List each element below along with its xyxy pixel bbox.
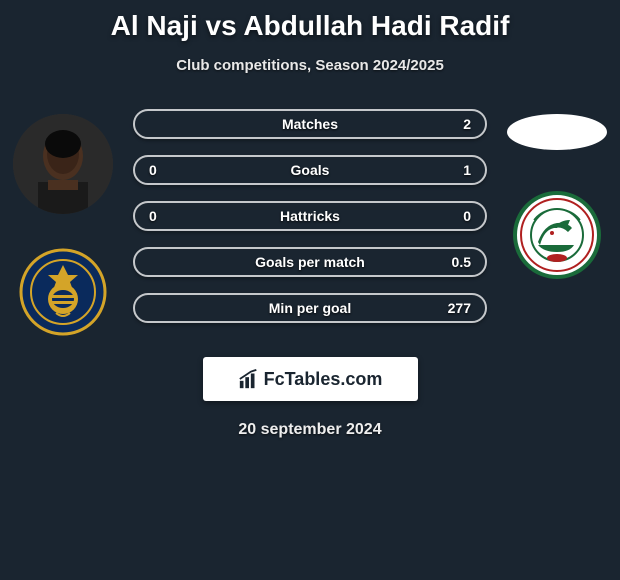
player-placeholder-right [507, 114, 607, 150]
stat-label: Goals per match [255, 254, 365, 270]
stat-right-value: 0.5 [441, 254, 471, 270]
right-player-column [502, 104, 612, 280]
player-photo-left [13, 114, 113, 214]
stat-label: Min per goal [269, 300, 351, 316]
stat-row-min-per-goal: Min per goal 277 [133, 293, 487, 323]
stat-left-value: 0 [149, 208, 179, 224]
watermark-text: FcTables.com [264, 369, 383, 390]
alnassr-badge-icon [18, 247, 108, 337]
chart-icon [238, 368, 260, 390]
date-text: 20 september 2024 [0, 421, 620, 439]
stats-column: Matches 2 0 Goals 1 0 Hattricks 0 Goals … [118, 104, 502, 323]
stat-row-goals: 0 Goals 1 [133, 155, 487, 185]
page-title: Al Naji vs Abdullah Hadi Radif [0, 10, 620, 42]
stat-right-value: 2 [441, 116, 471, 132]
stat-row-hattricks: 0 Hattricks 0 [133, 201, 487, 231]
stat-left-value: 0 [149, 162, 179, 178]
stat-label: Matches [282, 116, 338, 132]
ettifaq-badge-icon [512, 190, 602, 280]
stat-row-goals-per-match: Goals per match 0.5 [133, 247, 487, 277]
stat-row-matches: Matches 2 [133, 109, 487, 139]
stat-right-value: 1 [441, 162, 471, 178]
stat-label: Hattricks [280, 208, 340, 224]
subtitle: Club competitions, Season 2024/2025 [0, 57, 620, 74]
player-avatar-icon [13, 114, 113, 214]
stat-right-value: 0 [441, 208, 471, 224]
club-badge-right [512, 190, 602, 280]
left-player-column [8, 104, 118, 337]
stat-label: Goals [291, 162, 330, 178]
stat-right-value: 277 [441, 300, 471, 316]
watermark: FcTables.com [203, 357, 418, 401]
club-badge-left [18, 247, 108, 337]
